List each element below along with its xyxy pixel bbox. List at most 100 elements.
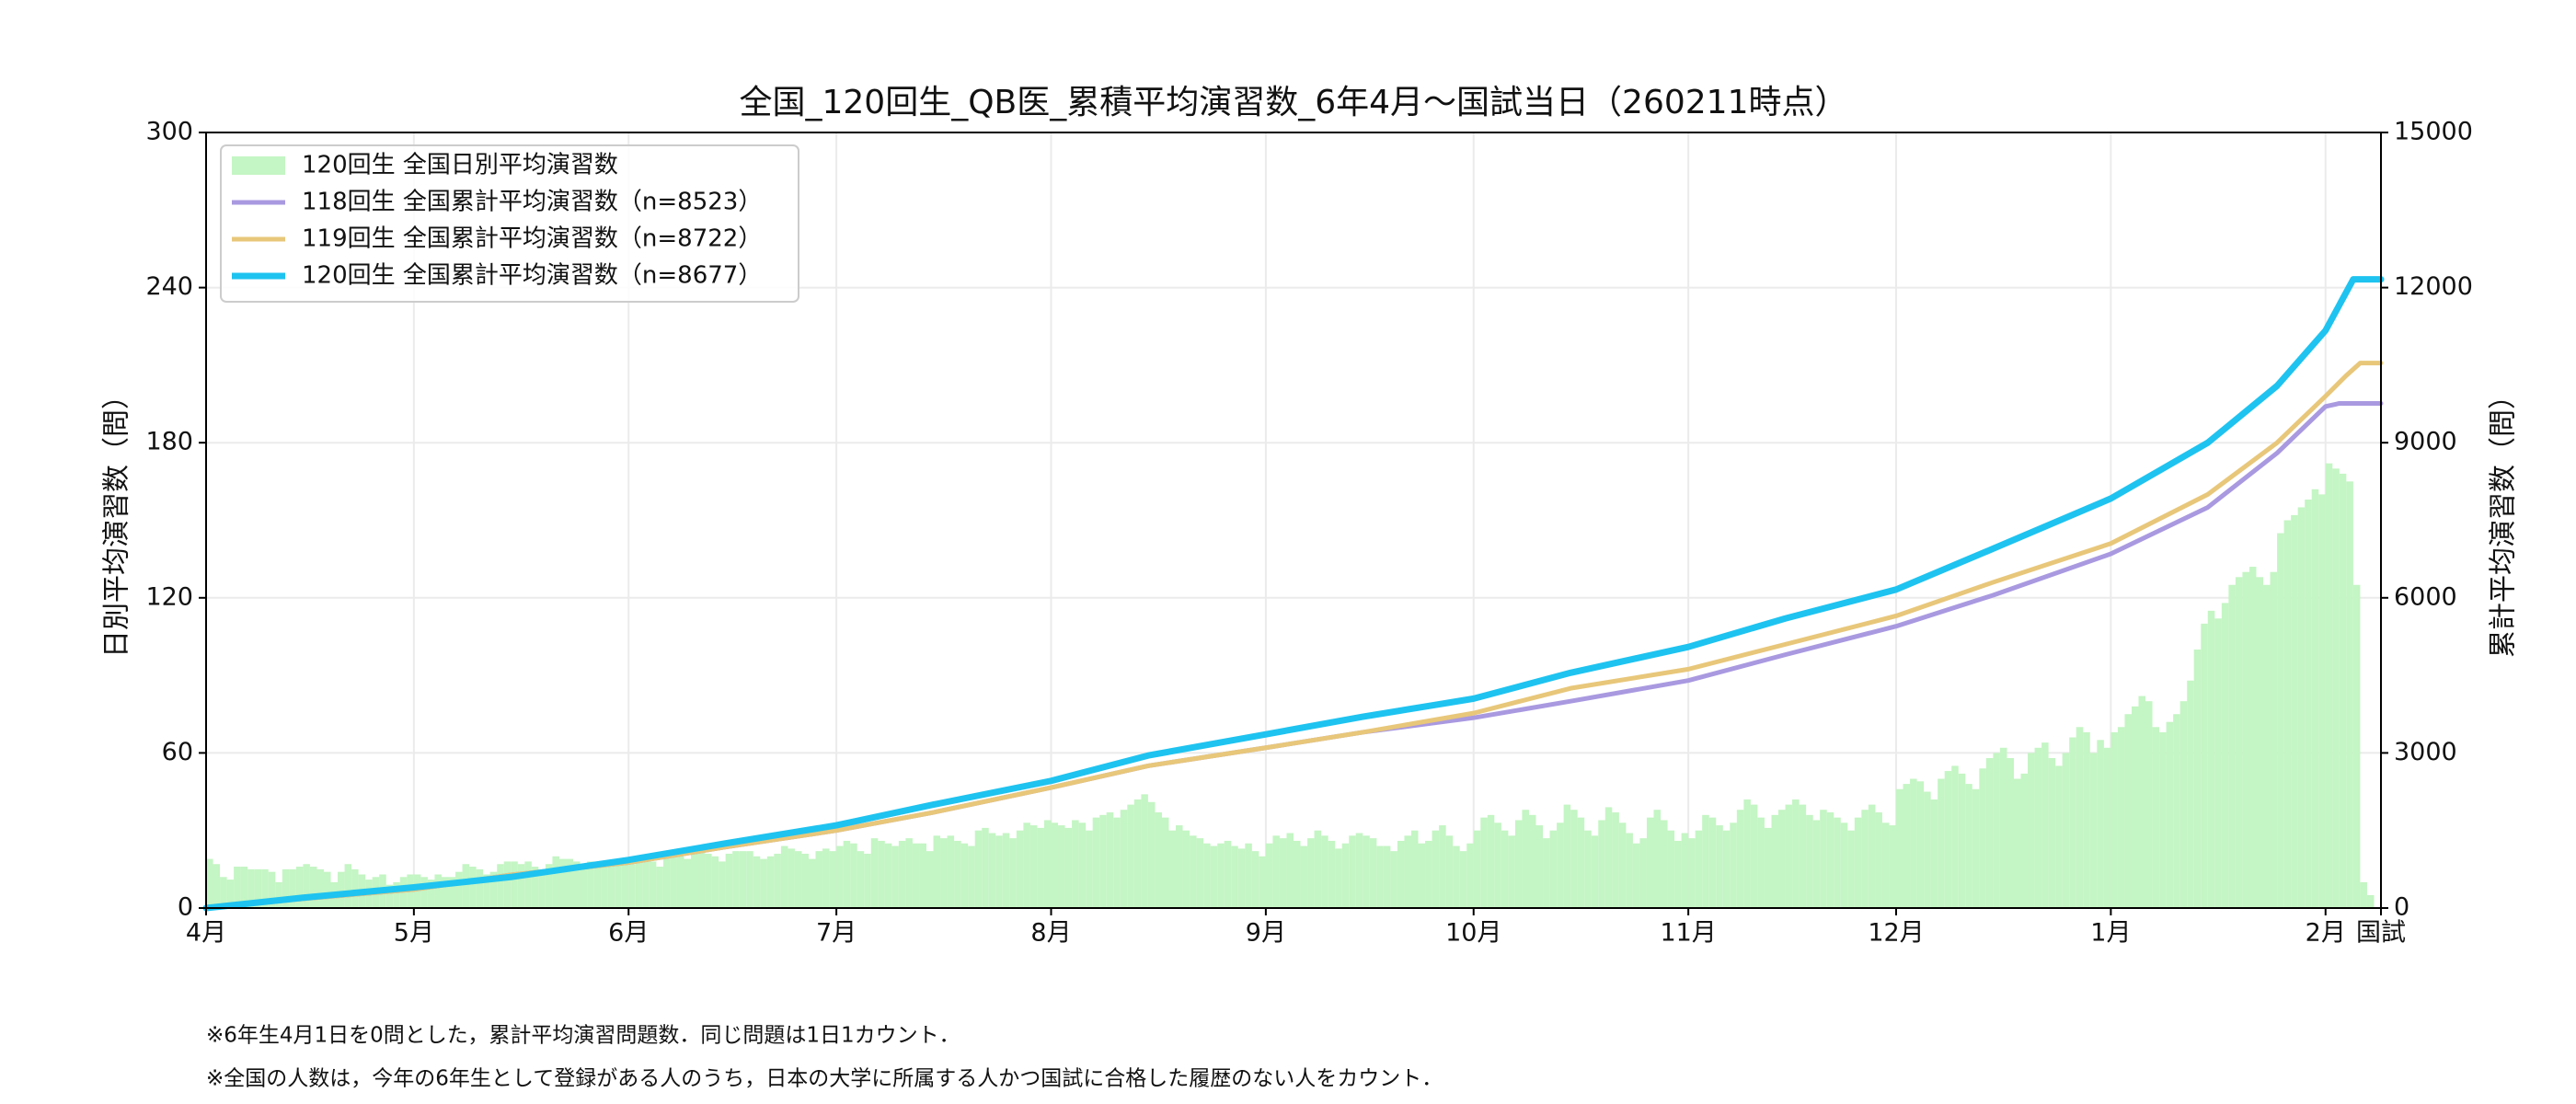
bar bbox=[1965, 784, 1972, 908]
bar bbox=[2352, 584, 2361, 908]
bar bbox=[2152, 727, 2160, 908]
bar bbox=[261, 868, 269, 908]
bar bbox=[1985, 758, 1994, 908]
bar bbox=[2291, 514, 2298, 908]
bar bbox=[1349, 835, 1356, 908]
bar bbox=[2297, 507, 2306, 908]
bar bbox=[1598, 820, 1605, 908]
bar bbox=[573, 861, 581, 908]
bar bbox=[1722, 830, 1731, 908]
bar bbox=[1661, 820, 1668, 908]
bar bbox=[656, 867, 663, 908]
bar bbox=[511, 861, 518, 908]
bar bbox=[531, 867, 539, 908]
bar bbox=[1577, 817, 1585, 908]
bar bbox=[1335, 848, 1342, 908]
bar bbox=[836, 845, 844, 908]
bar bbox=[2089, 753, 2098, 908]
bar bbox=[1549, 830, 1558, 908]
bar bbox=[2048, 758, 2056, 908]
bar bbox=[1113, 817, 1121, 908]
bar bbox=[1466, 843, 1474, 908]
bar bbox=[2339, 473, 2347, 908]
bar bbox=[1757, 817, 1765, 908]
bar bbox=[351, 868, 359, 908]
bar bbox=[2138, 696, 2146, 908]
bar bbox=[1217, 843, 1225, 908]
bar bbox=[1875, 812, 1882, 908]
bar bbox=[2124, 714, 2132, 908]
bar bbox=[2214, 618, 2222, 908]
bar bbox=[469, 867, 477, 908]
bar bbox=[2055, 765, 2063, 908]
bar bbox=[1286, 833, 1294, 908]
bar bbox=[1930, 799, 1938, 908]
bar bbox=[2242, 571, 2249, 908]
bar bbox=[1646, 817, 1654, 908]
footnote: ※全国の人数は，今年の6年生として登録がある人のうち，日本の大学に所属する人かつ… bbox=[206, 1067, 1443, 1091]
bar bbox=[338, 871, 345, 908]
bar bbox=[1196, 838, 1204, 908]
bar bbox=[635, 856, 643, 908]
bar bbox=[1182, 830, 1190, 908]
bar bbox=[476, 868, 484, 908]
legend: 120回生 全国日別平均演習数 118回生 全国累計平均演習数（n=8523） 11… bbox=[220, 144, 799, 303]
bar bbox=[1508, 835, 1515, 908]
x-tick-label: 5月 bbox=[394, 919, 434, 948]
bar bbox=[448, 877, 456, 908]
bar bbox=[905, 838, 913, 908]
bar bbox=[1161, 817, 1169, 908]
bar bbox=[1861, 810, 1869, 908]
footnote: ※6年生4月1日を0問とした，累計平均演習問題数．同じ問題は1日1カウント． bbox=[206, 1024, 960, 1048]
bar bbox=[1688, 838, 1696, 908]
x-tick-label: 6月 bbox=[608, 919, 649, 948]
bar bbox=[2346, 481, 2353, 908]
bar bbox=[732, 851, 740, 908]
bar bbox=[1708, 817, 1717, 908]
legend-label: 118回生 全国累計平均演習数（n=8523） bbox=[302, 189, 762, 216]
bar bbox=[760, 858, 767, 908]
bar bbox=[1785, 804, 1793, 908]
bar bbox=[1390, 851, 1397, 908]
y2-tick-label: 3000 bbox=[2394, 738, 2457, 766]
bar bbox=[1245, 843, 1252, 908]
bar bbox=[1604, 807, 1613, 908]
bar bbox=[517, 864, 525, 908]
y-tick-label: 0 bbox=[178, 893, 193, 922]
bar bbox=[2145, 701, 2153, 908]
bar bbox=[2110, 731, 2118, 908]
bar bbox=[1494, 822, 1501, 908]
bar bbox=[850, 843, 857, 908]
bar bbox=[1376, 845, 1384, 908]
bar bbox=[1903, 784, 1911, 908]
bar bbox=[705, 853, 712, 908]
bar bbox=[1750, 804, 1758, 908]
bar bbox=[1300, 845, 1308, 908]
bar bbox=[2360, 881, 2367, 908]
bar bbox=[1632, 843, 1640, 908]
bar bbox=[1051, 822, 1059, 908]
bar bbox=[455, 871, 463, 908]
bar bbox=[1259, 856, 1266, 908]
bar bbox=[247, 868, 255, 908]
bar bbox=[1584, 830, 1592, 908]
bar bbox=[725, 853, 733, 908]
bar bbox=[1972, 788, 1980, 908]
x-tick-label: 11月 bbox=[1660, 919, 1716, 948]
bar bbox=[552, 856, 559, 908]
bar bbox=[607, 861, 615, 908]
bar bbox=[1501, 830, 1509, 908]
bar bbox=[746, 851, 753, 908]
bar bbox=[601, 867, 608, 908]
bar bbox=[1168, 830, 1177, 908]
bar bbox=[295, 867, 304, 908]
bar bbox=[2201, 623, 2208, 908]
bar bbox=[870, 838, 879, 908]
bar bbox=[254, 868, 262, 908]
bar bbox=[1979, 768, 1986, 908]
bar bbox=[684, 858, 692, 908]
bar bbox=[1999, 747, 2007, 908]
bar bbox=[649, 861, 657, 908]
bar bbox=[489, 871, 498, 908]
bar bbox=[1404, 835, 1411, 908]
